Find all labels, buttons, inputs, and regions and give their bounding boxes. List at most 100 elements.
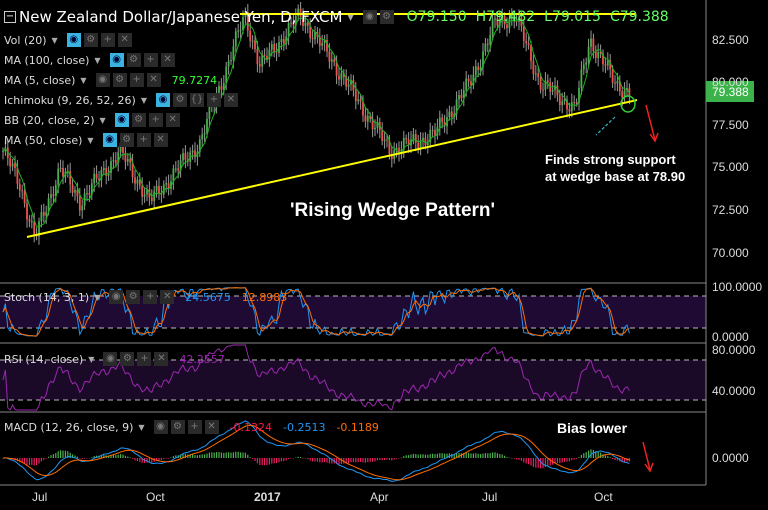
collapse-icon[interactable]: −: [4, 11, 16, 23]
plus-icon[interactable]: +: [187, 420, 202, 434]
macd-histogram-bar: [424, 454, 426, 458]
candle: [52, 194, 55, 197]
candle: [88, 192, 91, 195]
plus-icon[interactable]: +: [143, 53, 158, 67]
wedge-support-trendline[interactable]: [26, 99, 638, 238]
eye-icon[interactable]: ◉: [109, 290, 124, 304]
eye-icon[interactable]: ◉: [155, 93, 170, 107]
plus-icon[interactable]: +: [137, 352, 152, 366]
indicator-legend[interactable]: Ichimoku (9, 26, 52, 26) ▼ ◉ ⚙{} + ✕: [4, 93, 249, 107]
plus-icon[interactable]: +: [206, 93, 221, 107]
plus-icon[interactable]: +: [148, 113, 163, 127]
gear-icon[interactable]: ⚙: [170, 420, 185, 434]
candle: [508, 18, 511, 29]
chevron-down-icon[interactable]: ▼: [99, 115, 106, 125]
candle: [270, 44, 273, 50]
gear-icon[interactable]: ⚙: [131, 113, 146, 127]
eye-icon[interactable]: ◉: [95, 73, 110, 87]
indicator-legend[interactable]: MA (50, close) ▼ ◉ ⚙ + ✕: [4, 133, 179, 147]
symbol-legend[interactable]: − New Zealand Dollar/Japanese Yen, D, FX…: [4, 8, 669, 26]
close-icon[interactable]: ✕: [223, 93, 238, 107]
plus-icon[interactable]: +: [136, 133, 151, 147]
macd-histogram-bar: [110, 455, 112, 458]
gear-icon[interactable]: ⚙: [126, 53, 141, 67]
time-tick: Oct: [146, 490, 165, 504]
candle: [280, 39, 283, 42]
macd-histogram-bar: [132, 458, 134, 460]
chevron-down-icon[interactable]: ▼: [140, 95, 147, 105]
eye-icon[interactable]: ◉: [103, 352, 118, 366]
cyan-arrow-icon: [595, 116, 616, 136]
chevron-down-icon[interactable]: ▼: [94, 55, 101, 65]
chevron-down-icon[interactable]: ▼: [138, 422, 145, 432]
eye-icon[interactable]: ◉: [114, 113, 129, 127]
close-icon[interactable]: ✕: [117, 33, 132, 47]
candle: [587, 46, 590, 63]
eye-icon[interactable]: ◉: [109, 53, 124, 67]
indicator-legend[interactable]: Vol (20) ▼ ◉ ⚙ + ✕: [4, 33, 143, 47]
candle: [520, 17, 523, 27]
candle: [258, 64, 261, 67]
chevron-down-icon[interactable]: ▼: [80, 75, 87, 85]
eye-icon[interactable]: ◉: [66, 33, 81, 47]
plus-icon[interactable]: +: [143, 290, 158, 304]
candle: [42, 212, 45, 216]
gear-icon[interactable]: ⚙: [83, 33, 98, 47]
close-icon[interactable]: ✕: [160, 53, 175, 67]
macd-histogram-bar: [578, 457, 580, 458]
stoch-legend[interactable]: Stoch (14, 3, 1) ▼ ◉ ⚙ + ✕ 24.5675 12.8983: [4, 290, 287, 304]
close-icon[interactable]: ✕: [153, 133, 168, 147]
chevron-down-icon[interactable]: ▼: [88, 354, 95, 364]
macd-histogram-bar: [405, 455, 407, 458]
close-icon[interactable]: ✕: [160, 290, 175, 304]
macd-histogram-bar: [398, 458, 400, 459]
chevron-down-icon[interactable]: ▼: [87, 135, 94, 145]
gear-icon[interactable]: ⚙: [112, 73, 127, 87]
gear-icon[interactable]: ⚙: [126, 290, 141, 304]
macd-legend[interactable]: MACD (12, 26, close, 9) ▼ ◉ ⚙ + ✕ -0.1324 -0.25…: [4, 420, 379, 434]
indicator-legend[interactable]: MA (100, close) ▼ ◉ ⚙ + ✕: [4, 53, 186, 67]
ohlc-low: L79.015: [544, 9, 601, 25]
braces-icon[interactable]: {}: [189, 93, 204, 107]
candle: [256, 49, 259, 65]
rsi-legend[interactable]: RSI (14, close) ▼ ◉ ⚙ + ✕ 42.2557: [4, 352, 225, 366]
gear-icon[interactable]: ⚙: [379, 10, 394, 24]
macd-signal-line: [2, 424, 630, 481]
macd-histogram-bar: [544, 458, 546, 468]
candle: [141, 185, 144, 197]
indicator-legend[interactable]: BB (20, close, 2) ▼ ◉ ⚙ + ✕: [4, 113, 191, 127]
candle: [326, 39, 328, 52]
macd-histogram-bar: [93, 456, 95, 458]
chevron-down-icon[interactable]: ▼: [347, 12, 354, 22]
candle: [606, 60, 609, 66]
candle: [328, 51, 331, 62]
indicator-legend[interactable]: MA (5, close) ▼ ◉ ⚙ + ✕ 79.7274: [4, 73, 217, 87]
close-icon[interactable]: ✕: [204, 420, 219, 434]
plus-icon[interactable]: +: [129, 73, 144, 87]
indicator-label: Ichimoku (9, 26, 52, 26): [4, 93, 136, 107]
candle: [314, 32, 316, 40]
macd-histogram-bar: [232, 452, 234, 458]
macd-histogram-bar: [283, 458, 285, 462]
close-icon[interactable]: ✕: [154, 352, 169, 366]
chevron-down-icon[interactable]: ▼: [94, 292, 101, 302]
plus-icon[interactable]: +: [100, 33, 115, 47]
close-icon[interactable]: ✕: [165, 113, 180, 127]
eye-icon[interactable]: ◉: [362, 10, 377, 24]
chevron-down-icon[interactable]: ▼: [51, 35, 58, 45]
candle: [342, 73, 345, 77]
macd-histogram-bar: [487, 453, 489, 458]
gear-icon[interactable]: ⚙: [120, 352, 135, 366]
macd-histogram-bar: [103, 454, 105, 458]
gear-icon[interactable]: ⚙: [172, 93, 187, 107]
gear-icon[interactable]: ⚙: [119, 133, 134, 147]
candle: [302, 16, 304, 26]
close-icon[interactable]: ✕: [146, 73, 161, 87]
macd-histogram-bar: [348, 458, 350, 464]
candle: [501, 15, 504, 21]
macd-histogram-bar: [60, 450, 62, 458]
macd-histogram-bar: [343, 458, 345, 464]
macd-histogram-bar: [384, 458, 386, 461]
eye-icon[interactable]: ◉: [153, 420, 168, 434]
eye-icon[interactable]: ◉: [102, 133, 117, 147]
